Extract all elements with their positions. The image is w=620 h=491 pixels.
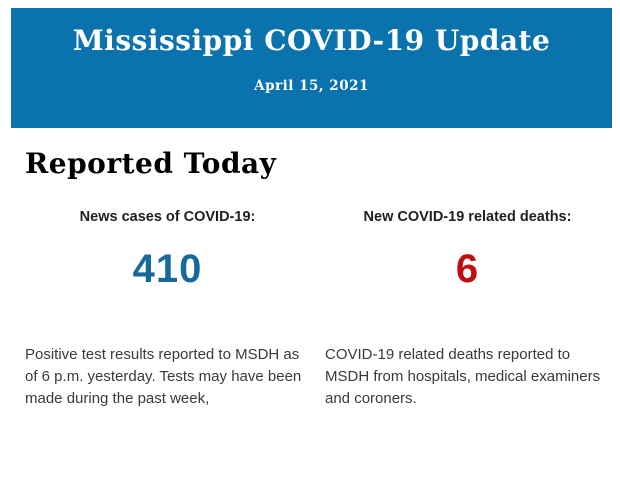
stat-new-deaths: New COVID-19 related deaths: 6 COVID-19 … bbox=[325, 209, 610, 410]
new-cases-description: Positive test results reported to MSDH a… bbox=[25, 346, 302, 407]
new-cases-value: 410 bbox=[132, 247, 203, 291]
page-title: Mississippi COVID-19 Update bbox=[72, 24, 551, 57]
covid-update-bulletin: Mississippi COVID-19 Update April 15, 20… bbox=[0, 8, 620, 410]
report-date: April 15, 2021 bbox=[254, 78, 369, 94]
report-body: Reported Today News cases of COVID-19: 4… bbox=[0, 147, 620, 410]
header-banner: Mississippi COVID-19 Update April 15, 20… bbox=[11, 8, 612, 128]
stat-columns: News cases of COVID-19: 410 Positive tes… bbox=[25, 209, 610, 410]
new-deaths-description: COVID-19 related deaths reported to MSDH… bbox=[325, 346, 601, 407]
section-heading: Reported Today bbox=[25, 147, 277, 180]
new-deaths-label: New COVID-19 related deaths: bbox=[363, 209, 572, 225]
new-cases-label: News cases of COVID-19: bbox=[79, 209, 256, 225]
stat-new-cases: News cases of COVID-19: 410 Positive tes… bbox=[25, 209, 310, 410]
new-deaths-value: 6 bbox=[455, 247, 480, 291]
